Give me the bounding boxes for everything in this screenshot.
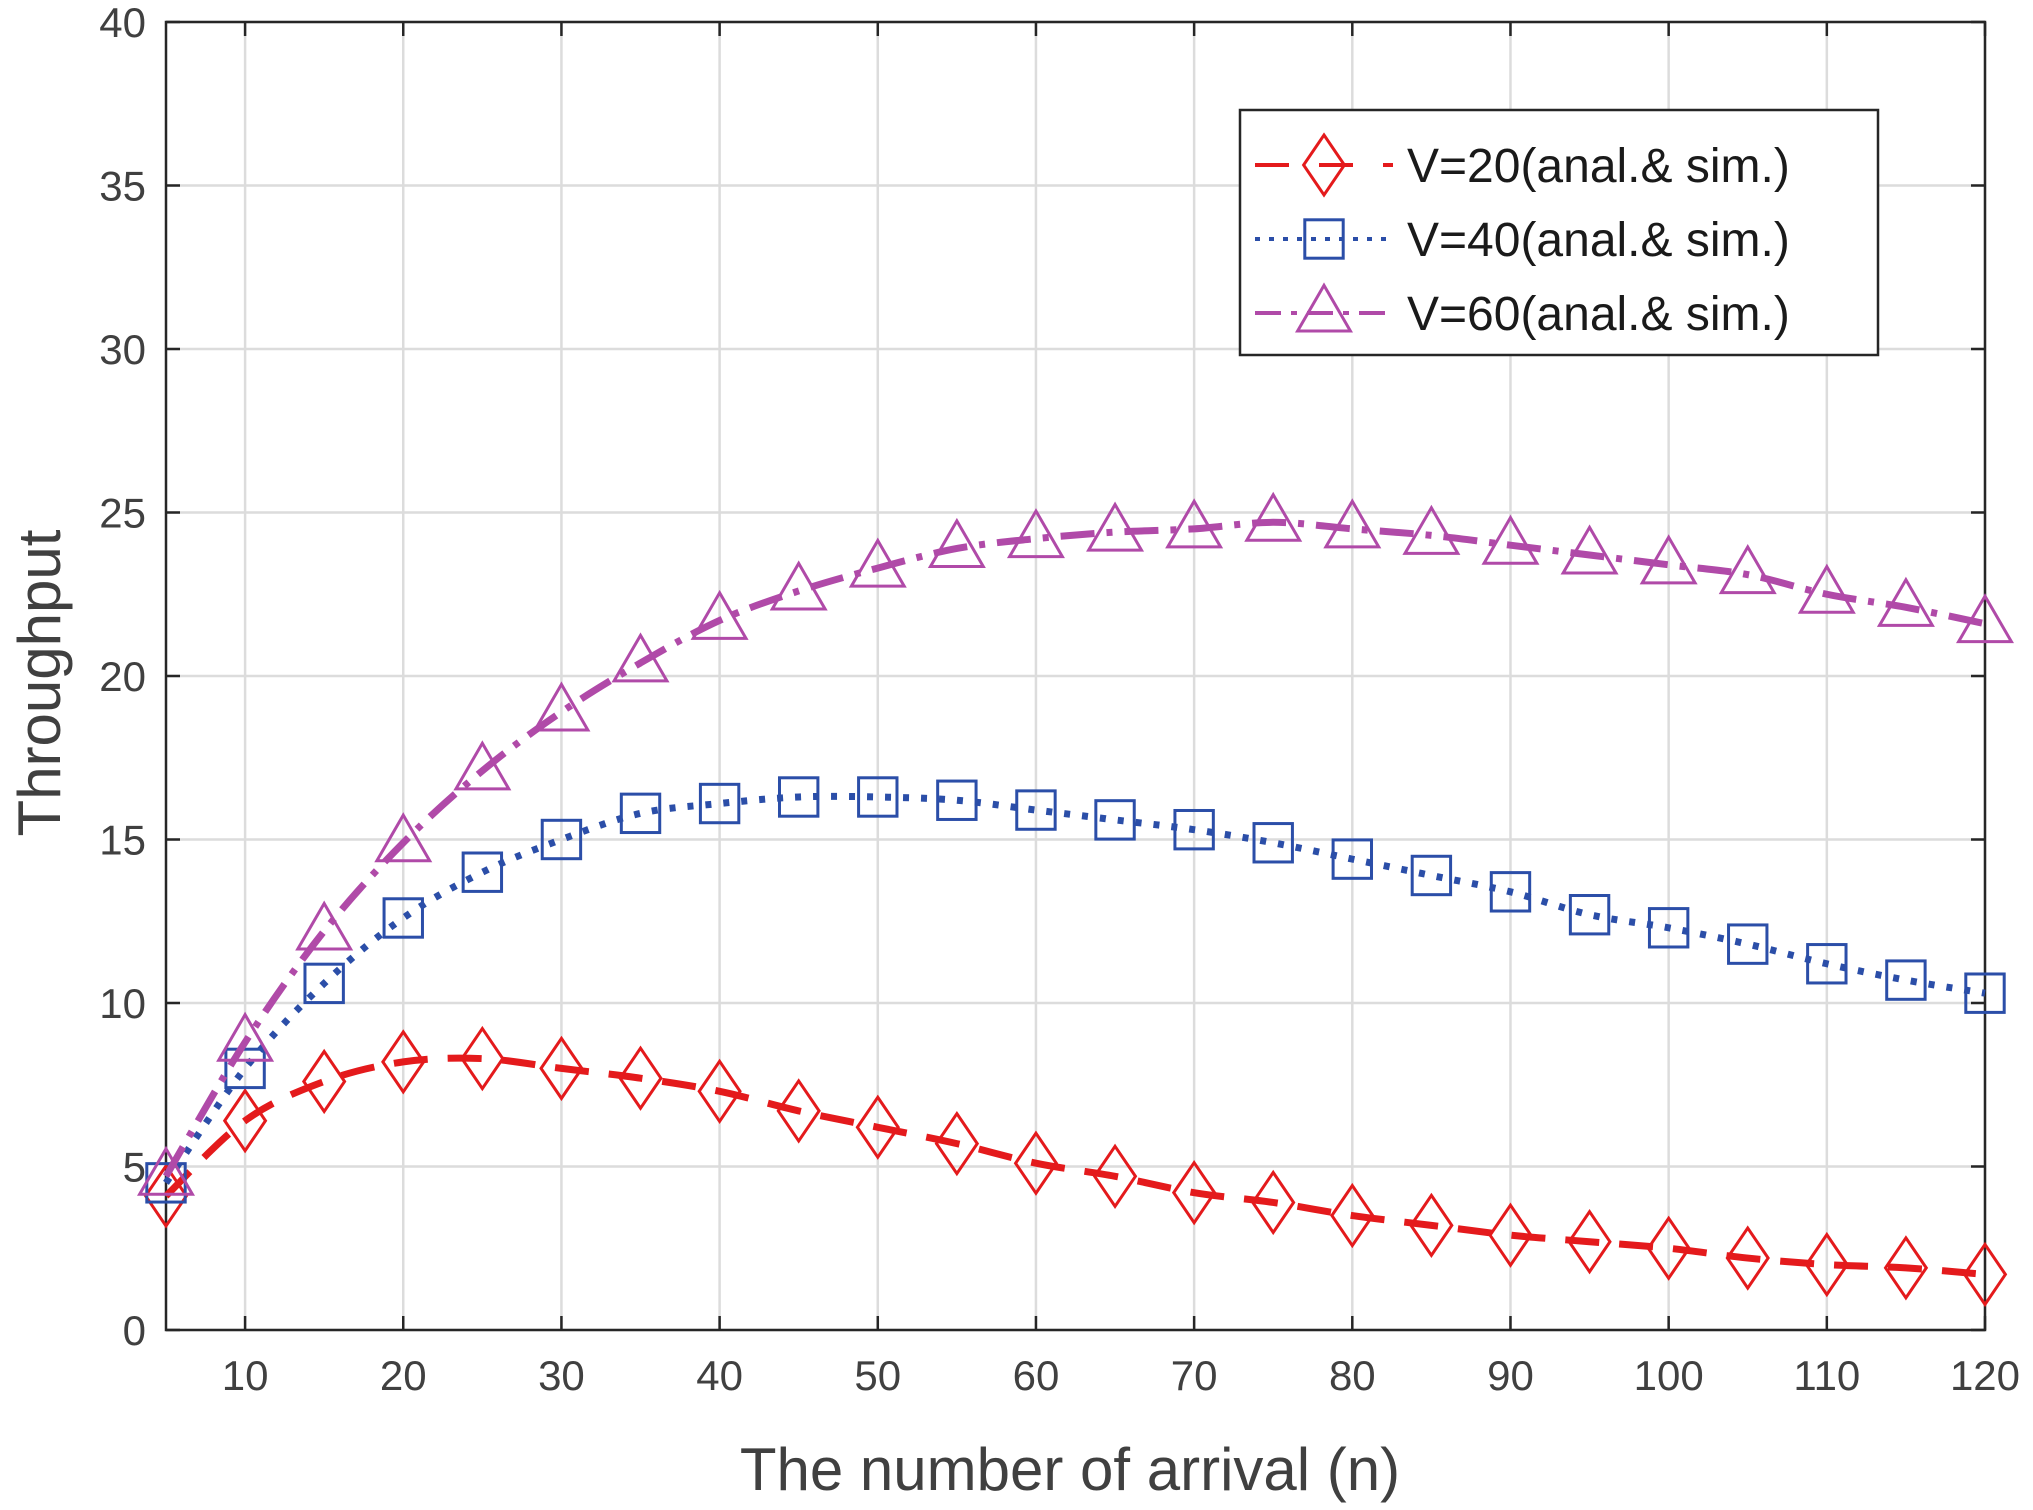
legend-label: V=20(anal.& sim.) [1407,140,1790,193]
y-tick-label: 20 [99,653,146,700]
x-tick-label: 90 [1487,1352,1534,1399]
x-tick-label: 60 [1013,1352,1060,1399]
y-tick-label: 15 [99,817,146,864]
x-tick-label: 30 [538,1352,585,1399]
x-tick-label: 80 [1329,1352,1376,1399]
throughput-chart: 10 20 30 40 50 60 70 80 90 100 110 120 0 5 10 15 20 25 30 3… [0,0,2033,1510]
x-tick-label: 10 [222,1352,269,1399]
legend-label: V=40(anal.& sim.) [1407,214,1790,267]
y-tick-label: 30 [99,326,146,373]
x-tick-label: 110 [1793,1352,1860,1399]
x-tick-label: 20 [380,1352,427,1399]
y-tick-label: 0 [123,1307,146,1354]
y-tick-label: 35 [99,163,146,210]
x-axis-label: The number of arrival (n) [740,1436,1400,1503]
x-tick-label: 50 [854,1352,901,1399]
y-axis-label: Throughput [6,529,73,836]
y-tick-label: 5 [123,1144,146,1191]
x-tick-label: 40 [696,1352,743,1399]
legend-label: V=60(anal.& sim.) [1407,288,1790,341]
legend: V=20(anal.& sim.) V=40(anal.& sim.) V=60(a… [1240,110,1878,355]
x-tick-label: 70 [1171,1352,1218,1399]
y-tick-label: 40 [99,0,146,46]
x-tick-label: 120 [1950,1352,2020,1399]
y-tick-label: 10 [99,980,146,1027]
x-tick-label: 100 [1634,1352,1704,1399]
y-tick-label: 25 [99,490,146,537]
